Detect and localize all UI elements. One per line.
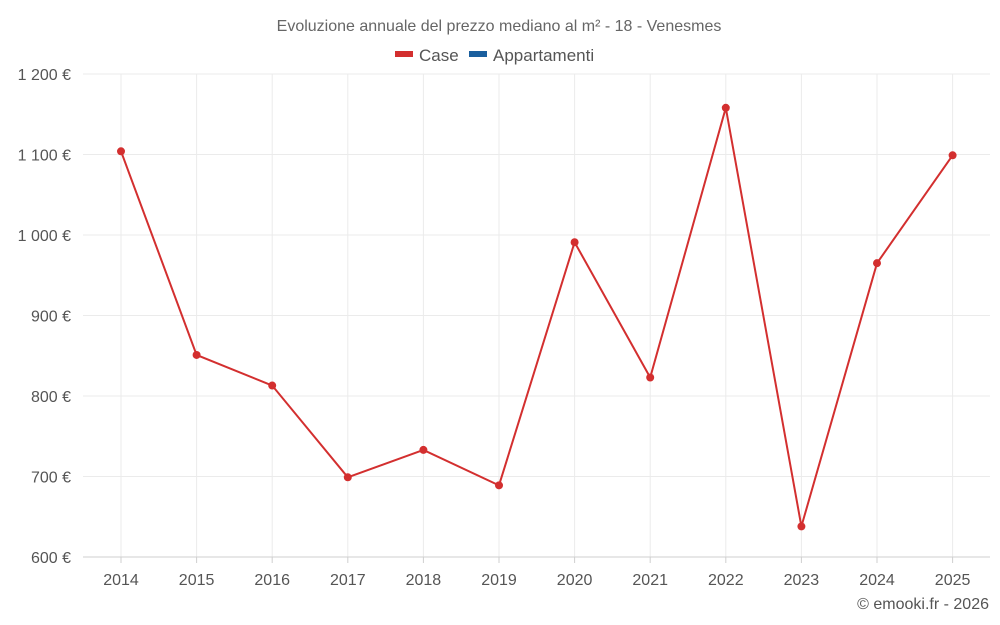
y-tick-label: 1 100 €	[18, 148, 71, 165]
y-axis-ticks: 600 € 700 € 800 € 900 € 1 000 € 1 100 € 1 200 …	[18, 67, 71, 567]
x-tick-label: 2018	[406, 572, 442, 589]
legend-item-case[interactable]: Case	[395, 46, 459, 65]
x-tick-label: 2017	[330, 572, 366, 589]
data-point-case[interactable]	[646, 373, 655, 382]
data-point-case[interactable]	[873, 259, 881, 268]
y-tick-label: 900 €	[31, 309, 71, 326]
legend-item-appartamenti[interactable]: Appartamenti	[469, 46, 594, 65]
y-tick-label: 800 €	[31, 389, 71, 406]
x-tick-label: 2022	[708, 572, 744, 589]
y-tick-label: 600 €	[31, 550, 71, 567]
data-point-case[interactable]	[570, 238, 579, 247]
chart-title: Evoluzione annuale del prezzo mediano al…	[277, 18, 722, 35]
data-point-case[interactable]	[419, 445, 428, 454]
data-point-case[interactable]	[268, 381, 277, 390]
data-point-case[interactable]	[117, 147, 125, 156]
grid	[83, 73, 990, 557]
legend-label-case: Case	[419, 46, 459, 65]
y-tick-label: 700 €	[31, 470, 71, 487]
x-tick-label: 2025	[935, 572, 971, 589]
x-tick-label: 2016	[254, 572, 290, 589]
y-tick-label: 1 000 €	[18, 228, 71, 245]
x-tick-label: 2014	[103, 572, 139, 589]
x-tick-label: 2021	[632, 572, 668, 589]
x-tick-label: 2015	[179, 572, 215, 589]
data-point-case[interactable]	[495, 481, 503, 490]
data-point-case[interactable]	[948, 151, 957, 160]
legend: Case Appartamenti	[395, 46, 594, 65]
y-tick-label: 1 200 €	[18, 67, 71, 84]
x-tick-label: 2023	[784, 572, 820, 589]
data-point-case[interactable]	[797, 522, 806, 531]
x-tick-label: 2019	[481, 572, 517, 589]
series-line-case	[120, 107, 954, 527]
data-point-case[interactable]	[192, 350, 201, 359]
series-case	[117, 103, 957, 531]
data-point-case[interactable]	[343, 473, 352, 482]
x-tick-label: 2020	[557, 572, 593, 589]
legend-swatch-appartamenti	[469, 51, 487, 57]
data-point-case[interactable]	[721, 103, 730, 112]
legend-swatch-case	[395, 51, 413, 57]
x-tick-label: 2024	[859, 572, 895, 589]
credit-text: © emooki.fr - 2026	[857, 596, 989, 613]
x-axis-ticks: 2014 2015 2016 2017 2018 2019 2020 2021 2022 2023…	[83, 556, 990, 589]
legend-label-appartamenti: Appartamenti	[493, 46, 594, 65]
